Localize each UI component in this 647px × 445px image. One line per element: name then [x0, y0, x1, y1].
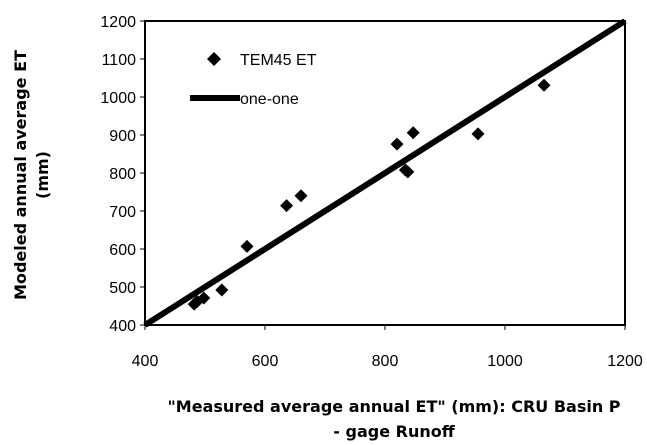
one-one-line: [143, 18, 627, 328]
y-tick-label: 600: [109, 242, 136, 259]
data-point: [406, 126, 420, 140]
data-point: [537, 78, 551, 92]
y-tick-label: 900: [109, 128, 136, 145]
x-tick-label: 600: [252, 353, 279, 370]
x-axis-ticks: 400 600 800 1000 1200: [132, 325, 643, 370]
y-tick-label: 800: [109, 166, 136, 183]
data-point: [280, 199, 294, 213]
x-axis-title-line-2: - gage Runoff: [333, 422, 455, 441]
y-tick-label: 500: [109, 280, 136, 297]
legend-label-tem45: TEM45 ET: [240, 52, 317, 69]
data-point: [197, 291, 211, 305]
data-point: [471, 127, 485, 141]
data-point: [215, 283, 229, 297]
series-layer: [143, 18, 627, 328]
y-axis-title-line-1: Modeled annual average ET: [11, 50, 30, 300]
data-point: [240, 239, 254, 253]
data-point: [401, 165, 415, 179]
legend-marker-tem45: [207, 52, 221, 66]
legend-label-one-one: one-one: [240, 91, 299, 108]
data-point: [390, 137, 404, 151]
y-axis-ticks: 400 500 600 700 800 900 1000 1100 1200: [100, 14, 145, 335]
legend: TEM45 ET one-one: [190, 52, 317, 108]
y-tick-label: 1000: [100, 90, 136, 107]
x-tick-label: 400: [132, 353, 159, 370]
x-axis-title-line-1: "Measured average annual ET" (mm): CRU B…: [167, 397, 620, 416]
y-tick-label: 1100: [102, 52, 137, 69]
x-tick-label: 800: [372, 353, 399, 370]
y-axis-title-line-2: (mm): [33, 151, 52, 199]
data-point: [294, 189, 308, 203]
y-tick-label: 700: [109, 204, 136, 221]
y-tick-label: 400: [109, 318, 136, 335]
y-tick-label: 1200: [100, 14, 136, 31]
x-tick-label: 1200: [607, 353, 643, 370]
x-tick-label: 1000: [487, 353, 523, 370]
